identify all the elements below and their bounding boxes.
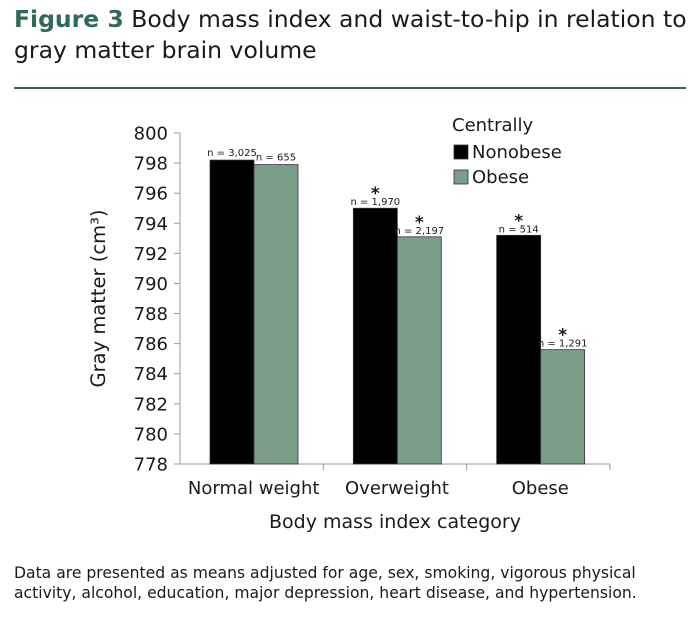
title-divider	[14, 87, 686, 89]
legend-entry-nonobese: Nonobese	[472, 142, 562, 163]
bar-nonobese-overweight	[352, 207, 398, 465]
bar-nonobese-normal-weight	[209, 159, 255, 465]
data-label-n: n = 1,291	[538, 339, 588, 350]
data-label-n: n = 655	[256, 153, 296, 164]
y-tick-label: 784	[134, 364, 168, 385]
bar-chart: 778 780 782 784 786 788 790 792 794 796 798 800 Gray…	[87, 115, 611, 533]
y-tick-label: 786	[134, 334, 168, 355]
figure-label: Figure 3	[14, 5, 124, 33]
y-tick-label: 800	[134, 124, 168, 145]
x-axis-label: Body mass index category	[269, 511, 521, 533]
bar-obese-normal-weight	[253, 164, 299, 465]
y-tick-label: 790	[134, 274, 168, 295]
significance-marker: *	[371, 184, 380, 204]
y-tick-label: 780	[134, 424, 168, 445]
y-tick-label: 778	[134, 455, 168, 476]
y-tick-label: 788	[134, 304, 168, 325]
legend-swatch-nonobese	[453, 144, 469, 160]
legend-entry-obese: Obese	[472, 167, 529, 188]
bar-obese-obese	[540, 349, 586, 465]
y-tick-label: 798	[134, 154, 168, 175]
figure-caption: Data are presented as means adjusted for…	[14, 564, 637, 602]
data-label-n: n = 514	[499, 224, 539, 235]
y-tick-label: 782	[134, 394, 168, 415]
x-tick-label: Overweight	[345, 478, 449, 499]
data-label-n: n = 1,970	[350, 197, 400, 208]
y-tick-label: 792	[134, 244, 168, 265]
significance-marker: *	[514, 211, 523, 231]
bar-obese-overweight	[396, 236, 442, 465]
figure-title-text: Body mass index and waist-to-hip in rela…	[14, 5, 687, 64]
y-tick-label: 794	[134, 214, 168, 235]
data-label-n: n = 2,197	[394, 226, 444, 237]
significance-marker: *	[558, 326, 567, 346]
data-label-n: n = 3,025	[207, 148, 257, 159]
y-tick-label: 796	[134, 184, 168, 205]
figure-title: Figure 3 Body mass index and waist-to-hi…	[14, 4, 694, 66]
x-tick-label: Normal weight	[188, 478, 320, 499]
y-axis-label: Gray matter (cm³)	[87, 209, 110, 387]
legend-swatch-obese	[453, 169, 469, 185]
legend-title: Centrally	[452, 115, 534, 136]
x-tick-label: Obese	[512, 478, 569, 499]
significance-marker: *	[415, 213, 424, 233]
bar-nonobese-obese	[496, 234, 542, 465]
